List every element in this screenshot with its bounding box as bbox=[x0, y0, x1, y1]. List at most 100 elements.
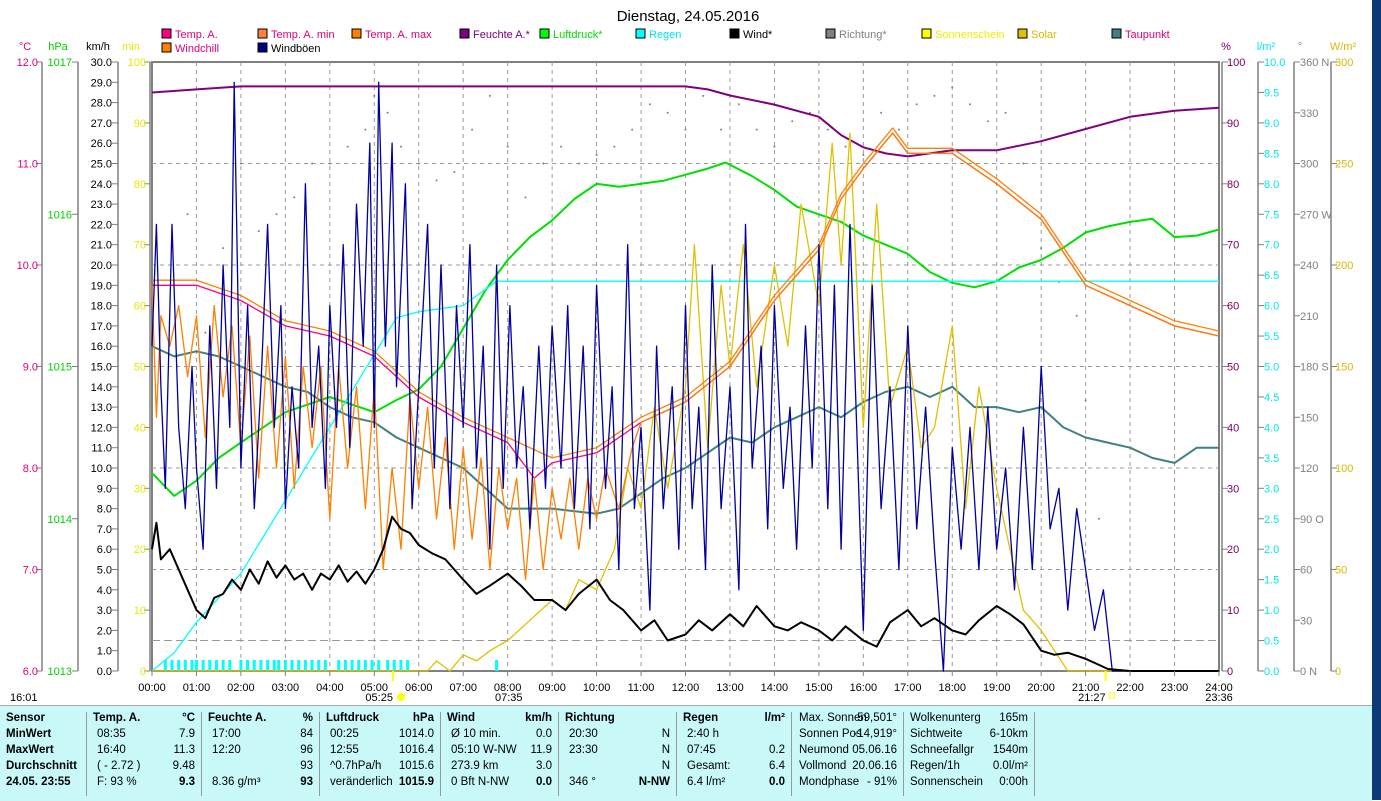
axis-label-kmh: 14.0 bbox=[91, 382, 112, 394]
sunrise-label: 05:25 bbox=[365, 692, 393, 704]
rain-bar bbox=[272, 660, 276, 671]
axis-label-temp: 9.0 bbox=[23, 362, 38, 374]
legend-label: Regen bbox=[649, 29, 681, 41]
rain-bar bbox=[343, 660, 347, 671]
axis-label-kmh: 16.0 bbox=[91, 341, 112, 353]
x-tick-label: 18:00 bbox=[938, 682, 966, 694]
table-row: 8.36 g/m³ 93 bbox=[208, 776, 313, 792]
x-tick-label: 15:00 bbox=[805, 682, 833, 694]
cell-label: veränderlich bbox=[330, 776, 393, 788]
cell-value: 84 bbox=[300, 728, 313, 740]
cell-value: 1016.4 bbox=[398, 744, 434, 756]
direction-dot bbox=[773, 145, 776, 148]
axis-label-deg: 150 bbox=[1300, 412, 1318, 424]
cell-label: 05:10 W-NW bbox=[451, 744, 517, 756]
row-label: MinWert bbox=[6, 728, 52, 740]
legend-label: Windböen bbox=[271, 43, 321, 55]
axis-label-rain: 2.0 bbox=[1264, 544, 1279, 556]
rain-bar bbox=[208, 660, 212, 671]
direction-dot bbox=[275, 213, 278, 216]
table-row: 2:40 h bbox=[683, 728, 785, 744]
rain-bar bbox=[190, 660, 194, 671]
table-row: 346 ° N-NW bbox=[565, 776, 670, 792]
cell-value: 96 bbox=[300, 744, 313, 756]
axis-label-kmh: 25.0 bbox=[91, 159, 112, 171]
table-row: 6.4 l/m² 0.0 bbox=[683, 776, 785, 792]
legend-label: Wind* bbox=[743, 29, 773, 41]
rain-bar bbox=[297, 660, 301, 671]
rain-bar bbox=[183, 660, 187, 671]
direction-dot bbox=[1022, 162, 1025, 165]
table-row: Vollmond 20.06.16 bbox=[799, 760, 897, 776]
cell-value: N bbox=[661, 760, 670, 772]
axis-label-kmh: 21.0 bbox=[91, 240, 112, 252]
direction-dot bbox=[791, 120, 794, 123]
temp-column-header: Temp. A. °C bbox=[93, 712, 195, 728]
header-label: Regen bbox=[683, 712, 719, 724]
direction-dot bbox=[1004, 111, 1007, 114]
rain-bar bbox=[170, 660, 174, 671]
direction-dot bbox=[257, 230, 260, 233]
axis-label-hpa: 1015 bbox=[48, 362, 72, 374]
axis-label-deg: 90 O bbox=[1300, 514, 1324, 526]
cell-value: 0.0 bbox=[536, 776, 552, 788]
cell-label: 0 Bft N-NW bbox=[451, 776, 510, 788]
cell-value: 165m bbox=[999, 712, 1028, 724]
direction-dot bbox=[524, 196, 527, 199]
direction-dot bbox=[613, 145, 616, 148]
x-tick-label: 24:00 bbox=[1205, 682, 1233, 694]
direction-dot bbox=[933, 94, 936, 97]
legend-swatch bbox=[161, 42, 172, 53]
axis-label-min: 80 bbox=[134, 179, 146, 191]
axis-label-deg: 180 S bbox=[1300, 362, 1329, 374]
axis-label-kmh: 3.0 bbox=[97, 605, 112, 617]
legend-label: Sonnenschein bbox=[935, 29, 1005, 41]
cell-value: 11.9 bbox=[530, 744, 552, 756]
cell-label: 07:45 bbox=[687, 744, 716, 756]
axis-label-deg: 270 W bbox=[1300, 209, 1332, 221]
rain-bar bbox=[228, 660, 232, 671]
table-row: 08:35 7.9 bbox=[93, 728, 195, 744]
axis-label-temp: 8.0 bbox=[23, 463, 38, 475]
cell-value: 0.0 bbox=[536, 728, 552, 740]
grid bbox=[151, 61, 1220, 672]
rain-bar bbox=[239, 660, 243, 671]
axis-unit-wm2: W/m² bbox=[1330, 41, 1357, 53]
axis-label-kmh: 10.0 bbox=[91, 463, 112, 475]
direction-dot bbox=[720, 128, 723, 131]
cell-value: 93 bbox=[300, 760, 313, 772]
table-row: 93 bbox=[208, 760, 313, 776]
x-tick-label: 17:00 bbox=[894, 682, 922, 694]
direction-dot bbox=[386, 111, 389, 114]
cell-label: Vollmond bbox=[799, 760, 847, 772]
axis-label-kmh: 6.0 bbox=[97, 544, 112, 556]
axis-label-rain: 3.0 bbox=[1264, 483, 1279, 495]
axis-label-deg: 240 bbox=[1300, 260, 1318, 272]
table-row: 20:30 N bbox=[565, 728, 670, 744]
direction-dot bbox=[239, 162, 242, 165]
cell-label: Regen/1h bbox=[910, 760, 960, 772]
rain-bar bbox=[377, 660, 381, 671]
cell-label: 12:20 bbox=[212, 744, 241, 756]
cell-label: 346 ° bbox=[569, 776, 596, 788]
axis-label-kmh: 9.0 bbox=[97, 483, 112, 495]
direction-dot bbox=[969, 103, 972, 106]
axis-label-kmh: 17.0 bbox=[91, 321, 112, 333]
start-time-label: 16:01 bbox=[10, 692, 38, 704]
legend-label: Richtung* bbox=[839, 29, 887, 41]
x-tick-label: 06:00 bbox=[405, 682, 433, 694]
direction-dot bbox=[222, 247, 225, 250]
cell-value: N bbox=[661, 744, 670, 756]
wind-column: Wind km/h Ø 10 min. 0.0 05:10 W-NW 11.9 273.9 … bbox=[441, 712, 559, 796]
stats-table: Sensor MinWert MaxWert Durchschnitt 24.05. 2… bbox=[0, 705, 1372, 801]
cell-label: 12:55 bbox=[330, 744, 359, 756]
direction-dot bbox=[577, 162, 580, 165]
axis-label-wm2: 0 bbox=[1335, 666, 1341, 678]
direction-dot bbox=[453, 170, 456, 173]
table-row: 07:45 0.2 bbox=[683, 744, 785, 760]
weather-chart: Dienstag, 24.05.2016 Temp. A. Temp. A. mi… bbox=[10, 8, 1357, 704]
x-tick-label: 07:00 bbox=[449, 682, 477, 694]
table-row: N bbox=[565, 760, 670, 776]
axis-label-min: 100 bbox=[128, 57, 146, 69]
axis-label-rain: 5.5 bbox=[1264, 331, 1279, 343]
